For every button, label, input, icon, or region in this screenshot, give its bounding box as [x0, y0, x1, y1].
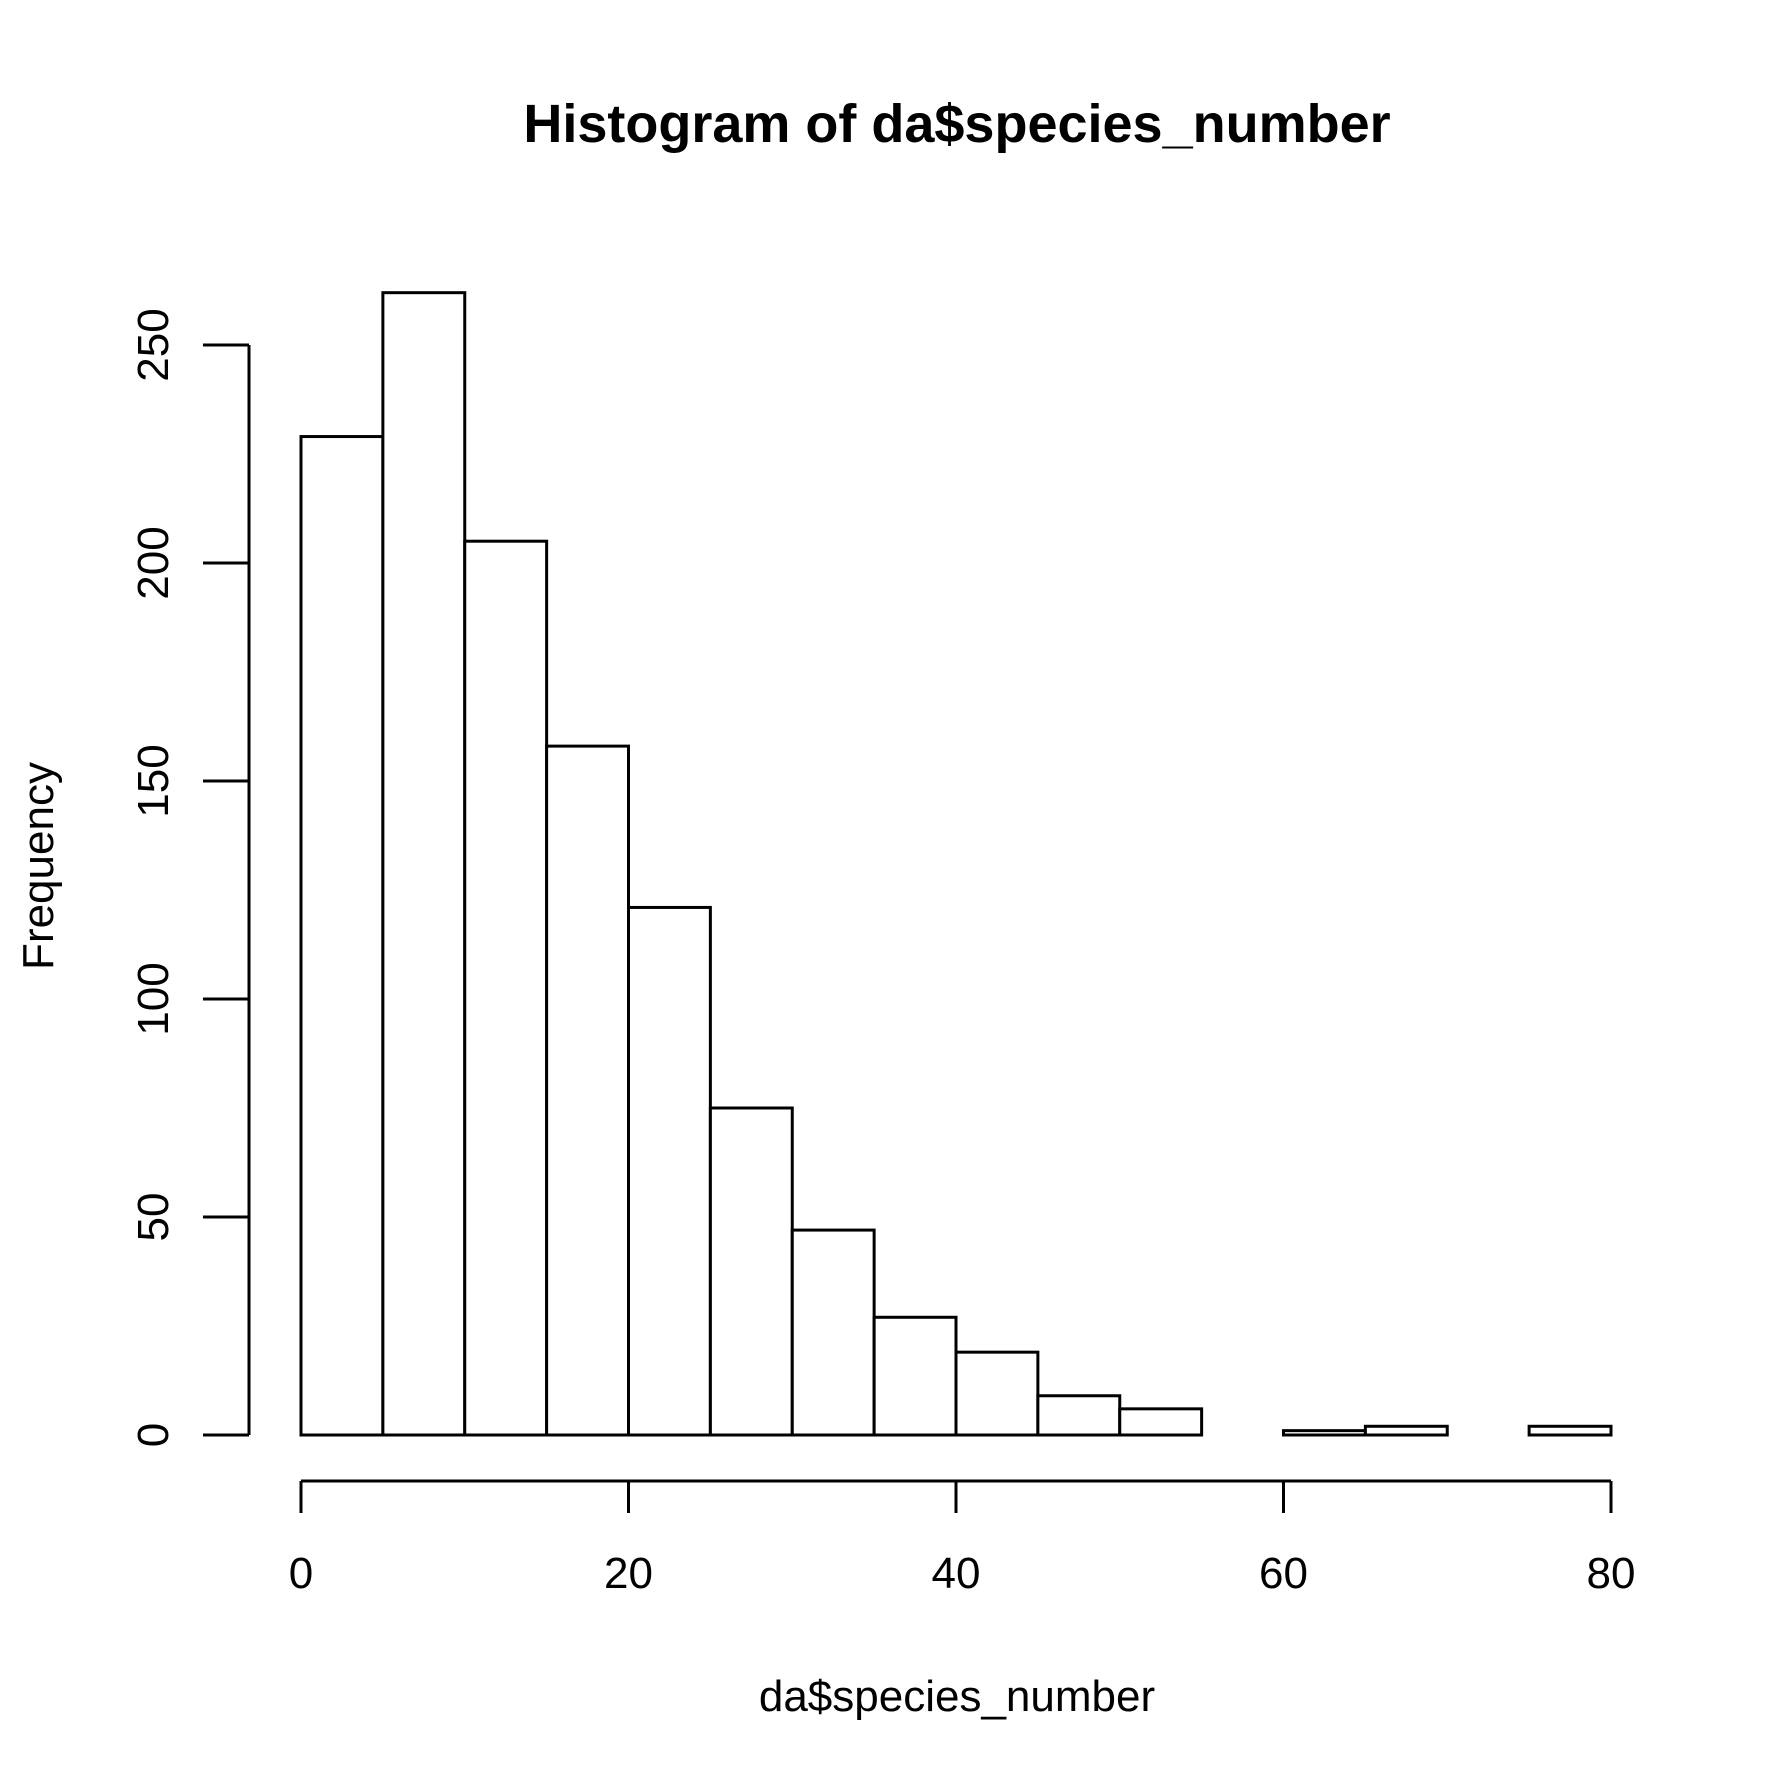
- histogram-bar-7: [872, 1315, 958, 1437]
- x-tick-label-0: 0: [289, 1549, 313, 1598]
- y-axis-label: Frequency: [14, 762, 63, 970]
- histogram-bar-12: [1282, 1429, 1367, 1437]
- histogram-bar-1: [381, 291, 467, 1437]
- x-tick-label-4: 80: [1587, 1549, 1636, 1598]
- chart-title: Histogram of da$species_number: [523, 94, 1390, 154]
- histogram-bar-15: [1527, 1424, 1613, 1437]
- x-tick-label-3: 60: [1259, 1549, 1308, 1598]
- histogram-bar-6: [790, 1228, 876, 1437]
- histogram-bar-3: [545, 744, 630, 1437]
- y-axis: 0 50 100 150 200 250: [129, 308, 251, 1447]
- y-tick-label-4: 200: [129, 526, 178, 599]
- x-tick-label-1: 20: [604, 1549, 653, 1598]
- y-tick-label-2: 100: [129, 962, 178, 1035]
- y-tick-label-0: 0: [129, 1423, 178, 1447]
- histogram-bar-8: [954, 1350, 1040, 1437]
- histogram-bar-13: [1363, 1424, 1449, 1437]
- bars-group: [299, 291, 1613, 1437]
- histogram-bar-9: [1036, 1394, 1122, 1437]
- histogram-bar-4: [627, 905, 712, 1437]
- x-axis-label: da$species_number: [759, 1672, 1155, 1721]
- histogram-bar-0: [299, 435, 385, 1437]
- y-tick-label-3: 150: [129, 744, 178, 817]
- x-tick-label-2: 40: [932, 1549, 981, 1598]
- y-tick-label-1: 50: [129, 1193, 178, 1242]
- histogram-bar-10: [1118, 1407, 1204, 1437]
- y-tick-label-5: 250: [129, 308, 178, 381]
- x-axis: 0 20 40 60 80: [289, 1479, 1636, 1598]
- histogram-bar-2: [463, 539, 549, 1437]
- histogram-bar-5: [708, 1106, 794, 1437]
